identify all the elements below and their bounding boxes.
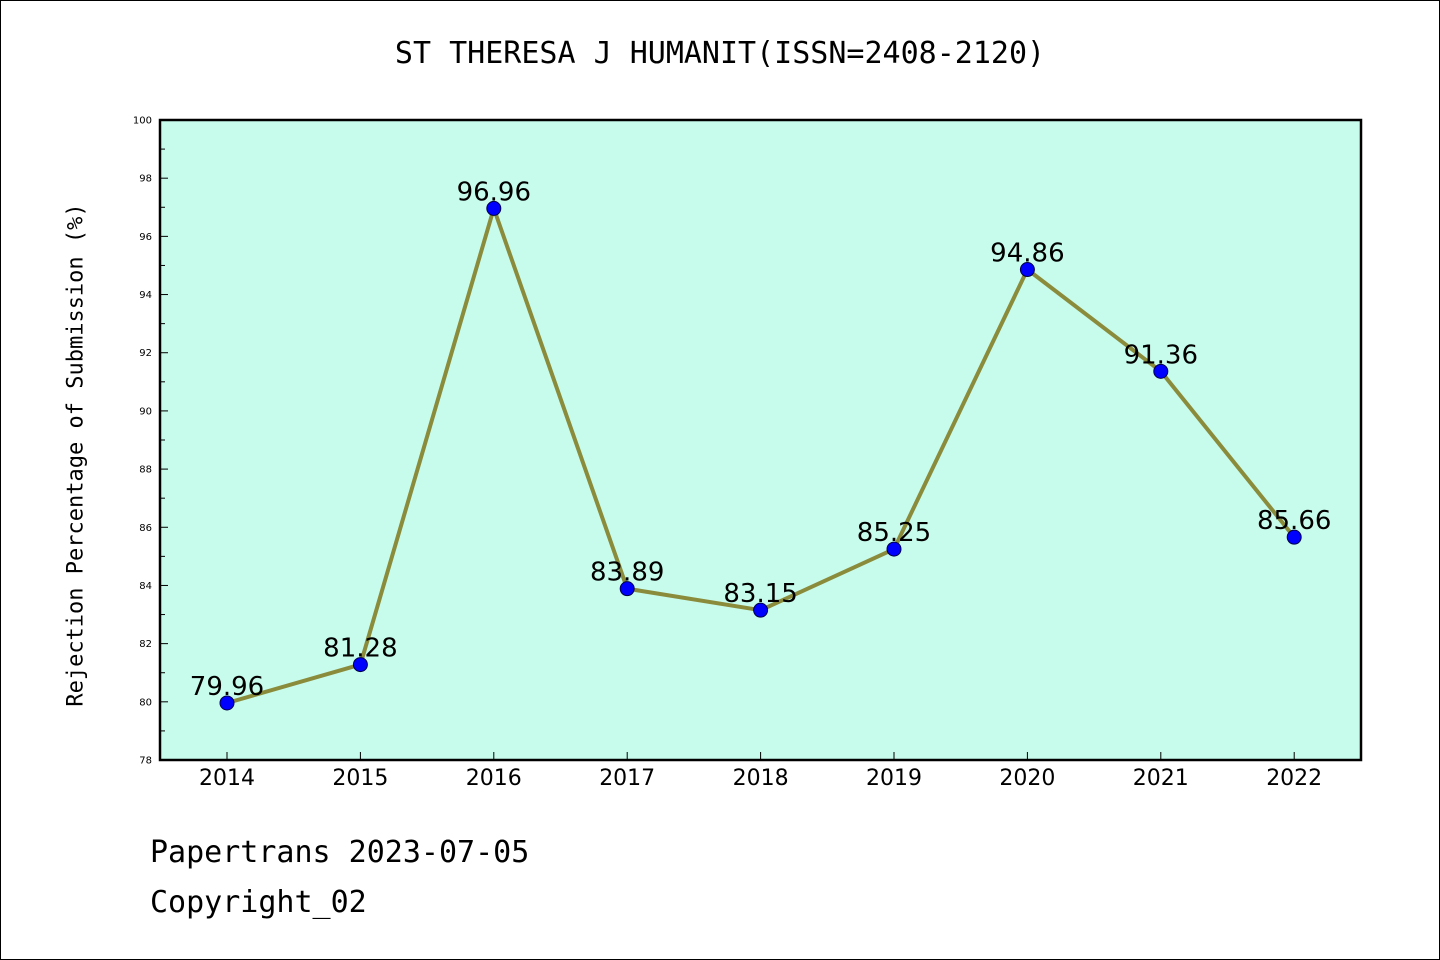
y-tick-label: 88: [139, 465, 152, 476]
data-point: [886, 541, 902, 557]
x-tick-label: 2020: [999, 766, 1055, 791]
x-tick-label: 2015: [332, 766, 388, 791]
plot-area: [160, 120, 1361, 760]
data-point: [1153, 363, 1169, 379]
data-label: 81.28: [323, 634, 397, 664]
x-tick-label: 2016: [466, 766, 522, 791]
y-tick-label: 86: [139, 523, 152, 534]
y-tick-label: 78: [139, 756, 152, 767]
x-tick-label: 2017: [599, 766, 655, 791]
y-tick-label: 100: [133, 116, 152, 127]
data-point: [486, 200, 502, 216]
y-tick-label: 90: [139, 406, 152, 417]
y-tick-label: 94: [139, 290, 152, 301]
y-tick-label: 96: [139, 232, 152, 243]
data-label: 91.36: [1124, 340, 1198, 370]
data-point: [1286, 529, 1302, 545]
x-tick-label: 2022: [1266, 766, 1322, 791]
data-label: 79.96: [190, 672, 264, 702]
plot-frame: [158, 118, 1363, 762]
footer-copyright: Copyright_02: [150, 885, 367, 920]
y-tick-label: 84: [139, 581, 152, 592]
data-point: [753, 602, 769, 618]
data-point: [219, 695, 235, 711]
data-label: 83.15: [723, 579, 797, 609]
data-point: [619, 581, 635, 597]
y-tick-label: 98: [139, 174, 152, 185]
data-label: 94.86: [990, 239, 1064, 269]
x-tick-label: 2014: [199, 766, 255, 791]
x-tick-label: 2021: [1133, 766, 1189, 791]
data-label: 85.25: [857, 518, 931, 548]
y-tick-label: 92: [139, 348, 152, 359]
data-label: 85.66: [1257, 506, 1331, 536]
footer-source-date: Papertrans 2023-07-05: [150, 835, 530, 870]
chart-title: ST THERESA J HUMANIT(ISSN=2408-2120): [394, 36, 1046, 71]
x-tick-label: 2019: [866, 766, 922, 791]
data-point: [1019, 262, 1035, 278]
x-tick-label: 2018: [733, 766, 789, 791]
data-label: 83.89: [590, 558, 664, 588]
y-tick-label: 80: [139, 697, 152, 708]
y-tick-label: 82: [139, 639, 152, 650]
data-point: [352, 657, 368, 673]
data-label: 96.96: [457, 177, 531, 207]
